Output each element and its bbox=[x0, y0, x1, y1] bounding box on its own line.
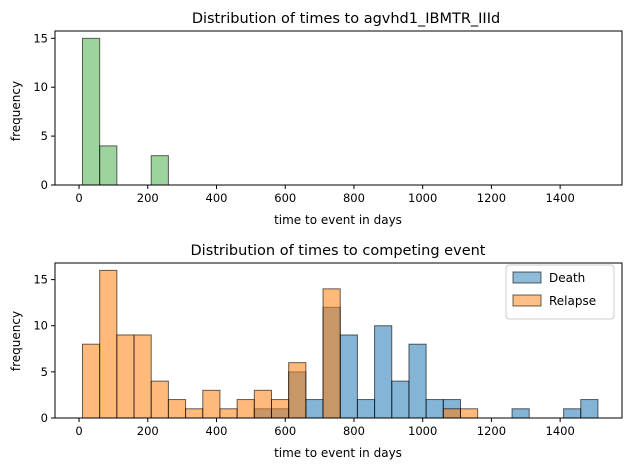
histogram-bar-relapse-4 bbox=[150, 380, 169, 419]
x-axis-label: time to event in days bbox=[274, 213, 402, 227]
histogram-bar-death-14 bbox=[580, 399, 599, 419]
x-tick-label: 600 bbox=[274, 191, 296, 205]
x-axis-label: time to event in days bbox=[274, 446, 402, 460]
histogram-bar-death-13 bbox=[563, 408, 582, 419]
x-tick-label: 1000 bbox=[408, 191, 437, 205]
legend: Death Relapse bbox=[505, 264, 615, 320]
y-axis-label: frequency bbox=[9, 311, 23, 371]
legend-swatch-death bbox=[512, 271, 542, 284]
y-tick-label: 5 bbox=[41, 365, 48, 379]
histogram-bar-relapse-9 bbox=[236, 399, 255, 419]
histogram-bar-death-7 bbox=[374, 325, 393, 419]
x-tick-label: 400 bbox=[206, 191, 228, 205]
x-tick-label: 200 bbox=[137, 424, 159, 438]
histogram-bar-relapse-12 bbox=[288, 362, 307, 419]
histogram-bar-death-3 bbox=[305, 399, 324, 419]
histogram-bar-death-12 bbox=[511, 408, 530, 419]
histogram-bar-relapse-6 bbox=[185, 408, 204, 419]
x-tick-label: 800 bbox=[343, 191, 365, 205]
y-axis-ticks: 0 5 10 15 bbox=[33, 31, 55, 192]
y-axis-label: frequency bbox=[9, 81, 23, 141]
histogram-bar-relapse-11 bbox=[270, 399, 290, 419]
chart-bottom: Distribution of times to competing event… bbox=[9, 243, 623, 460]
histogram-bar-series0-1 bbox=[99, 145, 118, 186]
histogram-bar-death-5 bbox=[339, 334, 358, 419]
histogram-bar-death-10 bbox=[425, 399, 444, 419]
x-tick-label: 200 bbox=[137, 191, 159, 205]
y-axis-ticks: 0 5 10 15 bbox=[33, 273, 55, 425]
histogram-bar-relapse-5 bbox=[167, 399, 187, 419]
y-tick-label: 0 bbox=[41, 411, 48, 425]
x-axis-ticks: 0 200 400 600 800 1000 1200 1400 bbox=[75, 418, 575, 438]
histogram-bar-series0-4 bbox=[150, 155, 169, 186]
histogram-bar-relapse-3 bbox=[133, 334, 152, 419]
x-tick-label: 600 bbox=[274, 424, 296, 438]
chart-top: Distribution of times to agvhd1_IBMTR_II… bbox=[9, 11, 623, 227]
x-tick-label: 800 bbox=[343, 424, 365, 438]
x-tick-label: 400 bbox=[206, 424, 228, 438]
legend-label-death: Death bbox=[549, 271, 585, 285]
histogram-bar-relapse-2 bbox=[116, 334, 135, 419]
x-tick-label: 1200 bbox=[477, 191, 506, 205]
x-axis-ticks: 0 200 400 600 800 1000 1200 1400 bbox=[75, 185, 575, 205]
chart-title: Distribution of times to competing event bbox=[191, 243, 486, 259]
x-tick-label: 1000 bbox=[408, 424, 437, 438]
histogram-bar-death-6 bbox=[356, 399, 376, 419]
histogram-bars bbox=[81, 269, 599, 419]
histogram-bar-relapse-8 bbox=[219, 408, 238, 419]
x-tick-label: 1200 bbox=[477, 424, 506, 438]
y-tick-label: 0 bbox=[41, 178, 48, 192]
plot-frame bbox=[54, 262, 623, 419]
histogram-bar-relapse-10 bbox=[253, 389, 272, 419]
x-tick-label: 0 bbox=[75, 191, 82, 205]
legend-swatch-relapse bbox=[512, 294, 542, 307]
chart-title: Distribution of times to agvhd1_IBMTR_II… bbox=[192, 11, 500, 27]
y-tick-label: 10 bbox=[33, 80, 48, 94]
y-tick-label: 15 bbox=[33, 273, 48, 287]
plot-frame bbox=[54, 30, 623, 186]
x-tick-label: 1400 bbox=[546, 191, 575, 205]
histogram-bar-relapse-1 bbox=[99, 269, 118, 419]
x-tick-label: 0 bbox=[75, 424, 82, 438]
x-tick-label: 1400 bbox=[546, 424, 575, 438]
histogram-bar-relapse-21 bbox=[442, 408, 461, 419]
histogram-bar-relapse-14 bbox=[322, 288, 341, 419]
y-tick-label: 5 bbox=[41, 129, 48, 143]
histogram-bar-series0-0 bbox=[81, 37, 101, 186]
histogram-bar-relapse-7 bbox=[202, 389, 221, 419]
histogram-bar-death-8 bbox=[391, 380, 410, 419]
legend-label-relapse: Relapse bbox=[549, 294, 596, 308]
y-tick-label: 15 bbox=[33, 31, 48, 45]
histogram-bar-relapse-22 bbox=[459, 408, 479, 419]
histogram-bar-death-9 bbox=[408, 343, 427, 419]
histogram-bar-relapse-0 bbox=[81, 343, 101, 419]
y-tick-label: 10 bbox=[33, 319, 48, 333]
